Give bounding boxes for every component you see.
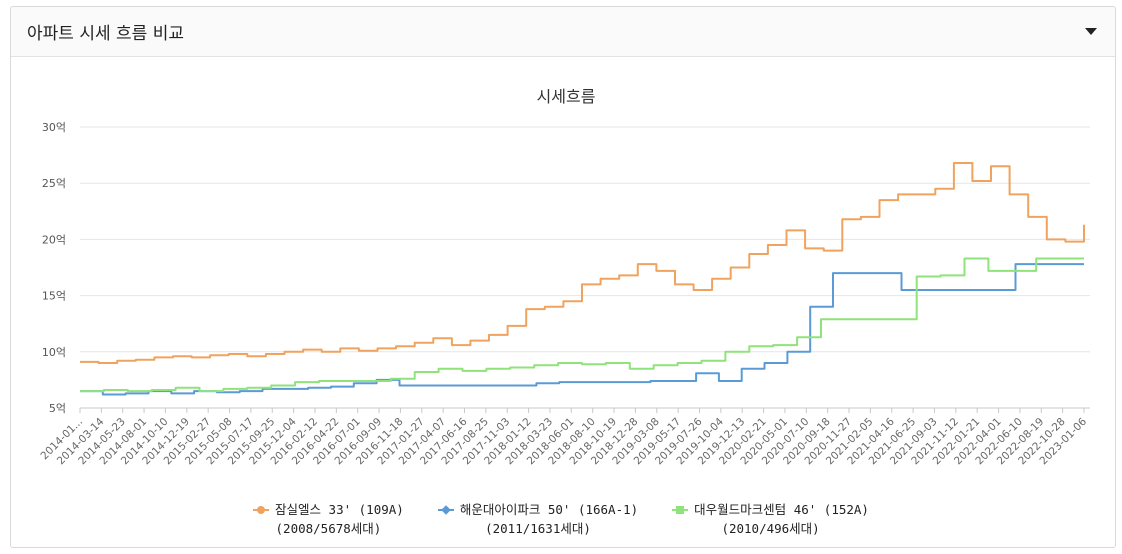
y-tick-label: 25억 <box>42 177 66 190</box>
panel-header: 아파트 시세 흐름 비교 <box>11 7 1115 57</box>
legend-label: 해운대아이파크 50' (166A-1) <box>459 502 639 517</box>
y-tick-label: 30억 <box>42 121 66 134</box>
legend-sublabel: (2008/5678세대) <box>275 521 382 536</box>
y-tick-label: 10억 <box>42 346 66 359</box>
legend-item[interactable]: 대우월드마크센텀 46' (152A) (2010/496세대) <box>672 500 869 538</box>
chart-legend: 잠실엘스 33' (109A) (2008/5678세대) 해운대아이파크 50' … <box>0 500 1122 538</box>
panel-title: 아파트 시세 흐름 비교 <box>27 24 184 44</box>
legend-item[interactable]: 해운대아이파크 50' (166A-1) (2011/1631세대) <box>437 500 639 538</box>
caret-down-icon[interactable] <box>1085 28 1097 35</box>
y-tick-label: 15억 <box>42 290 66 303</box>
circle-marker-icon <box>253 505 270 515</box>
series-line[interactable] <box>80 257 1084 393</box>
diamond-marker-icon <box>437 504 454 515</box>
series-line[interactable] <box>80 162 1085 364</box>
legend-item[interactable]: 잠실엘스 33' (109A) (2008/5678세대) <box>253 500 404 538</box>
y-tick-label: 20억 <box>42 233 66 246</box>
square-marker-icon <box>672 505 689 515</box>
legend-sublabel: (2010/496세대) <box>721 521 820 536</box>
legend-sublabel: (2011/1631세대) <box>485 521 591 536</box>
chart-title: 시세흐름 <box>537 87 596 106</box>
legend-label: 대우월드마크센텀 46' (152A) <box>694 502 869 517</box>
y-tick-label: 5억 <box>49 402 66 415</box>
legend-label: 잠실엘스 33' (109A) <box>275 502 404 517</box>
